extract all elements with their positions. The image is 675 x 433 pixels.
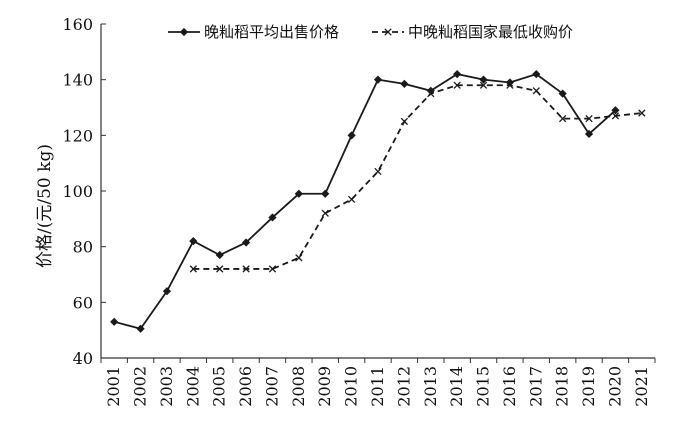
data-point-stroke [268, 265, 277, 273]
data-point [347, 131, 356, 140]
legend-label: 中晚籼稻国家最低收购价 [408, 23, 573, 41]
data-point [585, 114, 593, 123]
data-point-stroke [506, 81, 514, 89]
x-tick-label: 2011 [368, 366, 387, 407]
x-tick-label: 2008 [289, 366, 308, 407]
data-point [373, 75, 383, 84]
data-point [295, 254, 303, 262]
x-tick-label: 2018 [553, 366, 572, 407]
data-point [110, 317, 119, 326]
data-point-stroke [216, 265, 224, 273]
data-point-stroke [189, 265, 197, 273]
data-point-stroke [242, 265, 250, 273]
x-tick-label: 2007 [262, 366, 281, 407]
legend-label: 晚籼稻平均出售价格 [204, 23, 339, 41]
y-tick-label: 120 [62, 126, 93, 145]
y-tick-label: 40 [73, 349, 93, 368]
data-point [268, 265, 277, 273]
data-point-stroke [384, 28, 392, 36]
x-tick-label: 2015 [474, 366, 493, 407]
x-tick-label: 2017 [526, 366, 545, 407]
data-point-stroke [611, 112, 620, 120]
data-point [400, 79, 409, 88]
data-point [638, 109, 646, 117]
data-point [241, 238, 251, 247]
x-tick-label: 2010 [342, 366, 361, 407]
data-point [268, 213, 277, 222]
data-point-stroke [400, 117, 409, 126]
y-tick-label: 160 [62, 15, 93, 34]
data-point-stroke [532, 87, 540, 95]
data-point-stroke [585, 114, 593, 123]
data-point [611, 106, 620, 115]
data-point-stroke [295, 254, 303, 262]
data-point [374, 167, 382, 176]
data-point [136, 324, 145, 333]
data-point [347, 195, 356, 204]
x-tick-label: 2014 [447, 366, 466, 407]
data-point-stroke [427, 89, 435, 98]
data-point [558, 89, 567, 98]
data-point-stroke [479, 81, 488, 89]
x-tick-label: 2002 [131, 366, 150, 407]
data-point [479, 81, 488, 89]
data-point [400, 117, 409, 126]
series-line [193, 84, 642, 270]
series-1 [110, 69, 620, 333]
x-tick-label: 2021 [632, 366, 651, 407]
data-point [215, 250, 224, 260]
data-point-stroke [453, 81, 461, 89]
x-tick-label: 2006 [236, 366, 255, 407]
x-tick-label: 2012 [394, 366, 413, 407]
data-point [321, 209, 329, 217]
data-point [427, 89, 435, 98]
data-point [453, 69, 462, 79]
data-point [162, 287, 172, 296]
x-tick-label: 2020 [605, 366, 624, 407]
data-point-stroke [638, 109, 646, 117]
x-tick-label: 2019 [579, 366, 598, 407]
x-tick-label: 2004 [183, 366, 202, 407]
x-tick-label: 2013 [421, 366, 440, 407]
legend: 晚籼稻平均出售价格 中晚籼稻国家最低收购价 [168, 23, 573, 41]
data-point [611, 112, 620, 120]
data-point [189, 236, 198, 246]
data-point [216, 265, 224, 273]
y-tick-label: 60 [73, 293, 93, 312]
data-point [189, 265, 197, 273]
y-tick-label: 100 [62, 182, 93, 201]
y-axis-title: 价格/(元/50 kg) [35, 144, 55, 268]
series-layer [110, 69, 646, 333]
x-tick-label: 2016 [500, 366, 519, 407]
data-point [584, 129, 594, 139]
data-point [559, 114, 567, 123]
x-tick-label: 2005 [210, 366, 229, 407]
x-tick-label: 2003 [157, 366, 176, 407]
x-tick-label: 2009 [315, 366, 334, 407]
data-point [321, 189, 330, 198]
data-point [532, 87, 540, 95]
data-point [384, 28, 392, 36]
axes: 40 60 80 100 120 140 160 2001 2002 2003 2004 2005 20… [62, 15, 656, 407]
data-point [506, 81, 514, 89]
x-tick-label: 2001 [104, 366, 123, 407]
y-tick-label: 80 [73, 238, 93, 257]
y-tick-label: 140 [62, 71, 93, 90]
data-point [294, 189, 303, 198]
series-line [113, 73, 617, 330]
data-point [242, 265, 250, 273]
data-point [479, 75, 488, 84]
data-point [532, 69, 541, 79]
data-point-stroke [347, 195, 356, 204]
data-point-stroke [374, 167, 382, 176]
data-point [453, 81, 461, 89]
data-point-stroke [321, 209, 329, 217]
data-point [179, 27, 189, 37]
series-2 [189, 81, 646, 273]
data-point-stroke [559, 114, 567, 123]
